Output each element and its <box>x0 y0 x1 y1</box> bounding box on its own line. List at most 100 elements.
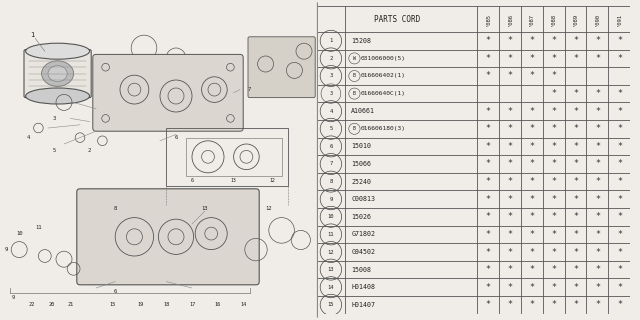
Text: *: * <box>507 230 512 239</box>
Text: 25240: 25240 <box>351 179 371 185</box>
Text: *: * <box>507 159 512 169</box>
Text: 20: 20 <box>48 301 54 307</box>
Text: '089: '089 <box>573 13 578 26</box>
Text: 8: 8 <box>113 205 117 211</box>
Text: *: * <box>551 195 556 204</box>
Ellipse shape <box>48 66 67 82</box>
Text: *: * <box>529 195 534 204</box>
Text: 6: 6 <box>330 144 333 149</box>
Text: *: * <box>529 283 534 292</box>
Text: 016606402(1): 016606402(1) <box>361 74 406 78</box>
Text: *: * <box>551 71 556 81</box>
Text: 10: 10 <box>328 214 334 219</box>
Text: 12: 12 <box>269 178 275 183</box>
Text: *: * <box>485 195 490 204</box>
Text: *: * <box>573 300 578 309</box>
Text: *: * <box>529 159 534 169</box>
Text: *: * <box>595 36 600 45</box>
Text: 6: 6 <box>174 135 178 140</box>
Text: *: * <box>595 247 600 257</box>
Text: H01407: H01407 <box>351 302 375 308</box>
Text: 6: 6 <box>113 289 117 294</box>
Text: *: * <box>507 107 512 116</box>
Text: *: * <box>573 124 578 133</box>
Text: 6: 6 <box>191 178 193 183</box>
Text: 17: 17 <box>189 301 195 307</box>
Text: *: * <box>595 212 600 221</box>
Ellipse shape <box>26 43 90 59</box>
Text: 12: 12 <box>328 250 334 254</box>
Text: *: * <box>485 124 490 133</box>
Text: *: * <box>551 107 556 116</box>
Text: *: * <box>617 124 622 133</box>
Text: *: * <box>573 36 578 45</box>
Text: 13: 13 <box>231 178 236 183</box>
Text: *: * <box>551 89 556 98</box>
Text: *: * <box>573 247 578 257</box>
Text: 16: 16 <box>214 301 221 307</box>
Text: *: * <box>573 265 578 274</box>
Text: *: * <box>617 142 622 151</box>
Text: *: * <box>617 89 622 98</box>
Text: 01660640C(1): 01660640C(1) <box>361 91 406 96</box>
Text: 15: 15 <box>328 302 334 307</box>
Text: 19: 19 <box>138 301 144 307</box>
Text: *: * <box>529 142 534 151</box>
Text: B: B <box>353 91 356 96</box>
Text: *: * <box>507 36 512 45</box>
Text: 4: 4 <box>330 109 333 114</box>
Text: 8: 8 <box>330 179 333 184</box>
Text: 15208: 15208 <box>351 38 371 44</box>
Text: *: * <box>595 54 600 63</box>
Text: 016606180(3): 016606180(3) <box>361 126 406 131</box>
Text: G94502: G94502 <box>351 249 375 255</box>
Text: 1: 1 <box>30 32 34 38</box>
Text: *: * <box>485 300 490 309</box>
Text: *: * <box>507 71 512 81</box>
Text: *: * <box>507 195 512 204</box>
Text: *: * <box>573 195 578 204</box>
Text: *: * <box>551 300 556 309</box>
Text: *: * <box>529 265 534 274</box>
Text: *: * <box>529 71 534 81</box>
Ellipse shape <box>42 61 74 86</box>
Text: *: * <box>617 107 622 116</box>
Text: *: * <box>551 54 556 63</box>
Text: '085: '085 <box>485 13 490 26</box>
Text: *: * <box>551 283 556 292</box>
Text: *: * <box>595 142 600 151</box>
Text: *: * <box>485 142 490 151</box>
Text: *: * <box>551 124 556 133</box>
Text: *: * <box>551 36 556 45</box>
Text: *: * <box>485 54 490 63</box>
Text: *: * <box>573 89 578 98</box>
Text: 9: 9 <box>4 247 8 252</box>
Text: *: * <box>485 283 490 292</box>
Text: *: * <box>507 300 512 309</box>
Text: *: * <box>551 159 556 169</box>
Text: 5: 5 <box>330 126 333 131</box>
Text: *: * <box>485 265 490 274</box>
Text: 11: 11 <box>328 232 334 237</box>
Text: *: * <box>529 230 534 239</box>
Text: *: * <box>617 247 622 257</box>
Text: *: * <box>529 300 534 309</box>
Text: *: * <box>551 265 556 274</box>
Text: *: * <box>617 36 622 45</box>
Text: *: * <box>485 177 490 186</box>
Text: *: * <box>485 71 490 81</box>
Text: 3: 3 <box>52 116 56 121</box>
Text: 7: 7 <box>330 162 333 166</box>
Text: *: * <box>595 195 600 204</box>
Text: 15008: 15008 <box>351 267 371 273</box>
Bar <box>166 128 288 186</box>
Text: *: * <box>617 265 622 274</box>
FancyBboxPatch shape <box>93 54 243 131</box>
Text: *: * <box>595 159 600 169</box>
Text: 22: 22 <box>29 301 35 307</box>
Text: 13: 13 <box>328 267 334 272</box>
Text: 18: 18 <box>163 301 170 307</box>
Text: *: * <box>551 230 556 239</box>
Text: *: * <box>507 124 512 133</box>
Text: *: * <box>573 142 578 151</box>
